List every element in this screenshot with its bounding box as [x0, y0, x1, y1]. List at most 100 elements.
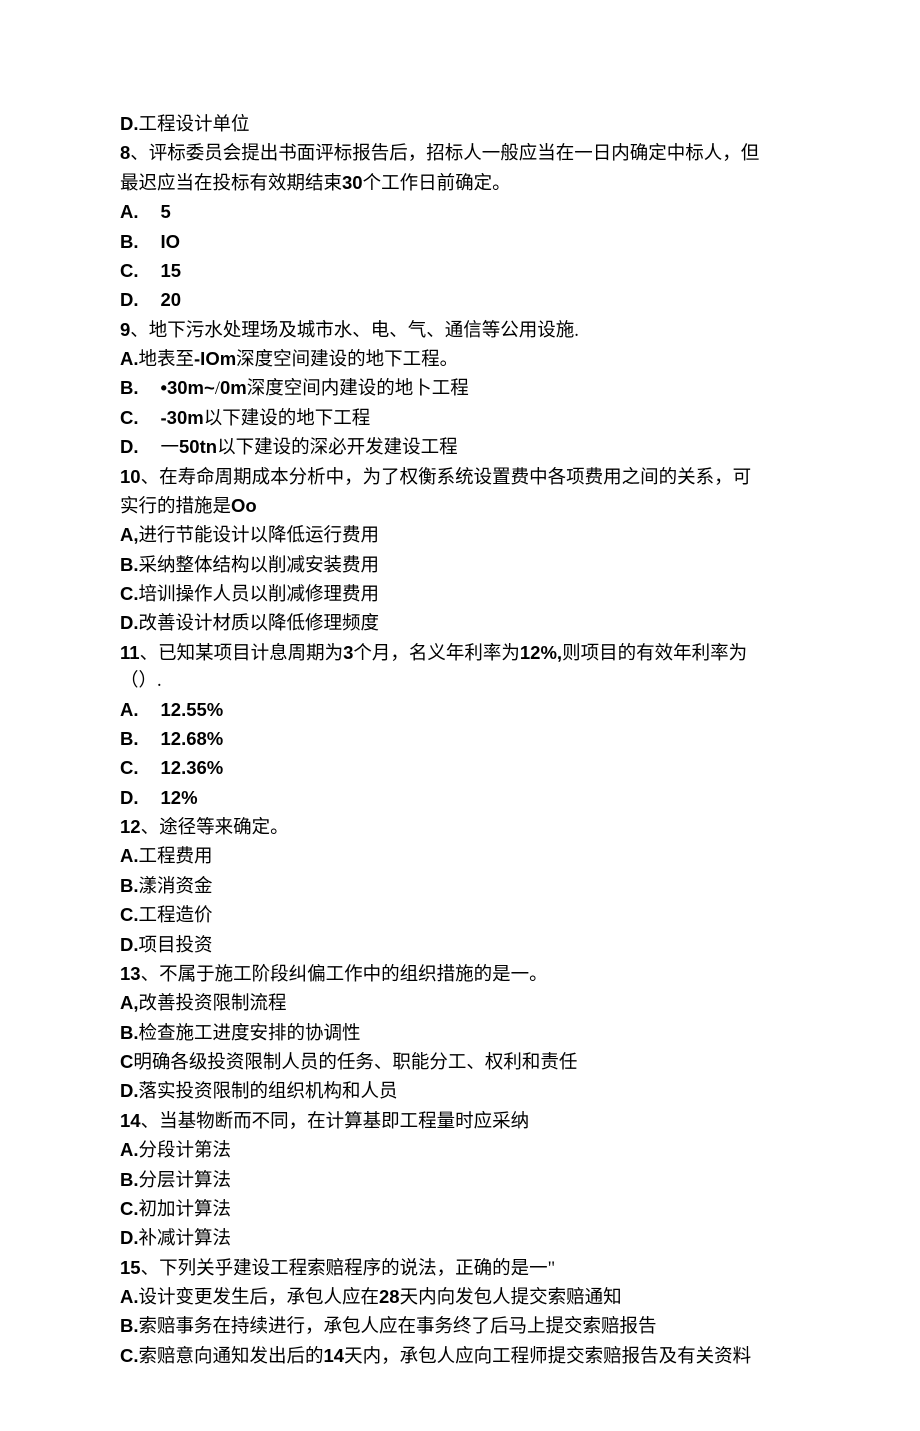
option-letter: D.: [120, 289, 139, 310]
q10-option-b: B.采纳整体结构以削减安装费用: [120, 551, 800, 580]
q15-stem: 15、下列关乎建设工程索赔程序的说法，正确的是一": [120, 1254, 800, 1283]
option-letter: D.: [120, 1227, 139, 1248]
option-text: 设计变更发生后，承包人应在: [139, 1288, 380, 1308]
q11-stem-line2: （）.: [120, 668, 800, 695]
q9-option-b: B.•30m~/0m深度空间内建设的地卜工程: [120, 374, 800, 403]
option-letter: A.: [120, 201, 139, 222]
option-letter: D.: [120, 787, 139, 808]
q13-option-a: A,改善投资限制流程: [120, 989, 800, 1018]
stem-bold: Oo: [231, 495, 257, 516]
option-letter: D.: [120, 436, 139, 457]
stem-text: 个工作日前确定。: [363, 174, 511, 194]
document-page: D.工程设计单位 8、评标委员会提出书面评标报告后，招标人一般应当在一日内确定中…: [120, 110, 800, 1371]
option-letter: C.: [120, 757, 139, 778]
q12-option-b: B.漾消资金: [120, 872, 800, 901]
option-text: 初加计算法: [139, 1200, 232, 1220]
option-letter: C.: [120, 904, 139, 925]
option-bold: 0m: [220, 377, 247, 398]
option-text: 漾消资金: [139, 877, 213, 897]
q13-stem: 13、不属于施工阶段纠偏工作中的组织措施的是一。: [120, 960, 800, 989]
question-number: 15: [120, 1257, 141, 1278]
stem-text: 、在寿命周期成本分析中，为了权衡系统设置费中各项费用之间的关系，可: [141, 468, 752, 488]
option-text: 以下建设的深必开发建设工程: [217, 438, 458, 458]
q8-stem-line1: 8、评标委员会提出书面评标报告后，招标人一般应当在一日内确定中标人，但: [120, 139, 800, 168]
stem-text: 、评标委员会提出书面评标报告后，招标人一般应当在一日内确定中标人，但: [130, 144, 759, 164]
q9-option-c: C.-30m以下建设的地下工程: [120, 404, 800, 433]
option-text: 培训操作人员以削减修理费用: [139, 585, 380, 605]
q9-stem: 9、地下污水处理场及城市水、电、气、通信等公用设施.: [120, 316, 800, 345]
option-text: 以下建设的地下工程: [204, 409, 371, 429]
option-text: 5: [161, 201, 171, 222]
option-letter: D.: [120, 113, 139, 134]
option-letter: C: [120, 1051, 133, 1072]
option-text: 深度空间建设的地下工程。: [236, 350, 458, 370]
q15-option-c: C.索赔意向通知发出后的14天内，承包人应向工程师提交索赔报告及有关资料: [120, 1342, 800, 1371]
option-text: 项目投资: [139, 936, 213, 956]
q10-option-a: A,进行节能设计以降低运行费用: [120, 521, 800, 550]
option-text: 工程设计单位: [139, 115, 250, 135]
q11-option-d: D. 12%: [120, 784, 800, 813]
option-letter: B.: [120, 1315, 139, 1336]
option-text: 索赔事务在持续进行，承包人应在事务终了后马上提交索赔报告: [139, 1317, 657, 1337]
option-text: 分段计第法: [139, 1141, 232, 1161]
q14-option-a: A.分段计第法: [120, 1136, 800, 1165]
q10-option-c: C.培训操作人员以削减修理费用: [120, 580, 800, 609]
option-letter: A.: [120, 845, 139, 866]
q8-option-d: D. 20: [120, 286, 800, 315]
option-letter: C.: [120, 583, 139, 604]
stem-text: 个月，名义年利率为: [353, 644, 520, 664]
option-text: 12.55%: [161, 699, 224, 720]
option-bold: 28: [379, 1286, 400, 1307]
stem-text: 、地下污水处理场及城市水、电、气、通信等公用设施.: [130, 321, 579, 341]
q7-option-d: D.工程设计单位: [120, 110, 800, 139]
option-letter: D.: [120, 934, 139, 955]
option-letter: C.: [120, 1198, 139, 1219]
option-bold: -IOm: [194, 348, 236, 369]
option-text: 15: [161, 260, 182, 281]
stem-text: 、下列关乎建设工程索赔程序的说法，正确的是一": [141, 1259, 556, 1279]
option-text: 采纳整体结构以削减安装费用: [139, 556, 380, 576]
q11-option-a: A.12.55%: [120, 696, 800, 725]
q11-option-b: B.12.68%: [120, 725, 800, 754]
option-letter: B.: [120, 1169, 139, 1190]
option-text: 进行节能设计以降低运行费用: [139, 526, 380, 546]
option-text: 天内，承包人应向工程师提交索赔报告及有关资料: [344, 1347, 751, 1367]
q8-stem-line2: 最迟应当在投标有效期结束30个工作日前确定。: [120, 169, 800, 198]
q11-stem-line1: 11、已知某项目计息周期为3个月，名义年利率为12%,则项目的有效年利率为: [120, 639, 800, 668]
q9-option-a: A.地表至-IOm深度空间建设的地下工程。: [120, 345, 800, 374]
option-text: 深度空间内建设的地卜工程: [247, 379, 469, 399]
q14-stem: 14、当基物断而不同，在计算基即工程量时应采纳: [120, 1107, 800, 1136]
stem-text: 实行的措施是: [120, 497, 231, 517]
question-number: 8: [120, 142, 130, 163]
option-letter: B.: [120, 231, 139, 252]
q14-option-b: B.分层计算法: [120, 1166, 800, 1195]
q8-option-b: B.IO: [120, 228, 800, 257]
option-text: 明确各级投资限制人员的任务、职能分工、权利和责任: [133, 1053, 577, 1073]
question-number: 12: [120, 816, 141, 837]
option-text: 天内向发包人提交索赔通知: [400, 1288, 622, 1308]
option-letter: A,: [120, 524, 139, 545]
q14-option-d: D.补减计算法: [120, 1224, 800, 1253]
option-text: 改善设计材质以降低修理频度: [139, 614, 380, 634]
option-text: 分层计算法: [139, 1171, 232, 1191]
option-text: 补减计算法: [139, 1229, 232, 1249]
option-letter: B.: [120, 875, 139, 896]
q8-option-c: C. 15: [120, 257, 800, 286]
option-text: 落实投资限制的组织机构和人员: [139, 1082, 398, 1102]
option-text: 20: [161, 289, 182, 310]
stem-bold: 3: [343, 642, 353, 663]
q13-option-b: B.检查施工进度安排的协调性: [120, 1019, 800, 1048]
q14-option-c: C.初加计算法: [120, 1195, 800, 1224]
option-bold: 50tn: [179, 436, 217, 457]
option-text: 12%: [161, 787, 198, 808]
q12-option-c: C.工程造价: [120, 901, 800, 930]
option-text: 12.68%: [161, 728, 224, 749]
question-number: 13: [120, 963, 141, 984]
q11-option-c: C.12.36%: [120, 754, 800, 783]
stem-bold: 30: [342, 172, 363, 193]
option-text: 工程造价: [139, 906, 213, 926]
option-bold: 14: [324, 1345, 345, 1366]
option-letter: C.: [120, 260, 139, 281]
option-text: 改善投资限制流程: [139, 994, 287, 1014]
stem-text: 、当基物断而不同，在计算基即工程量时应采纳: [141, 1112, 530, 1132]
